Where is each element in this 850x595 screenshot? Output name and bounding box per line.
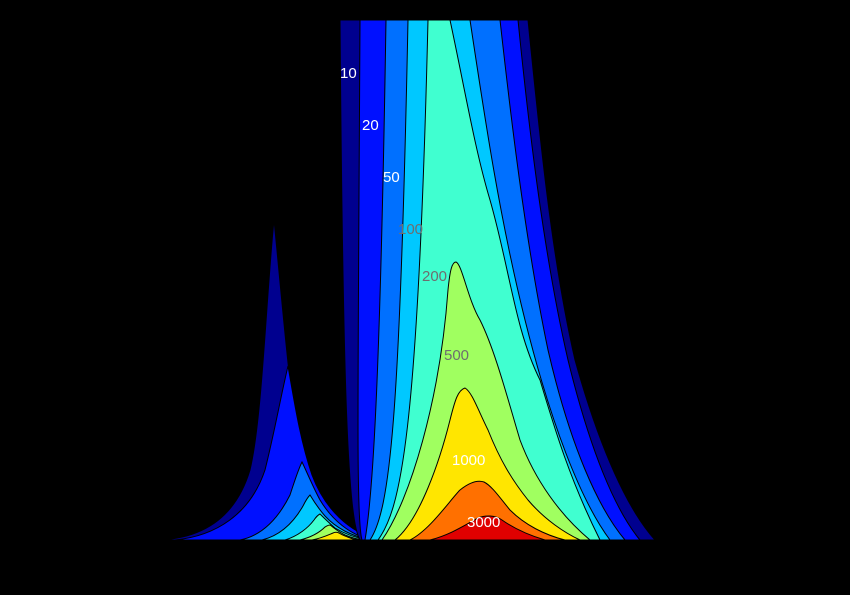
left-peak-contours [159,219,381,541]
contour-label-50: 50 [383,169,400,186]
left-peak-band-1 [174,365,379,541]
main-peak-contours [339,19,657,541]
contour-label-100: 100 [398,221,423,238]
contour-label-10: 10 [340,65,357,82]
contour-label-500: 500 [444,347,469,364]
contour-labels: 10 20 50 100 200 500 1000 3000 [340,65,500,531]
contour-label-1000: 1000 [452,452,485,469]
contour-label-200: 200 [422,268,447,285]
main-peak-band-6 [393,387,581,541]
contour-label-3000: 3000 [467,514,500,531]
main-peak-band-7 [409,480,566,541]
contour-label-20: 20 [362,117,379,134]
main-peak-band-5 [381,261,592,541]
main-peak-band-8 [429,515,546,541]
left-peak-band-6 [311,531,365,541]
